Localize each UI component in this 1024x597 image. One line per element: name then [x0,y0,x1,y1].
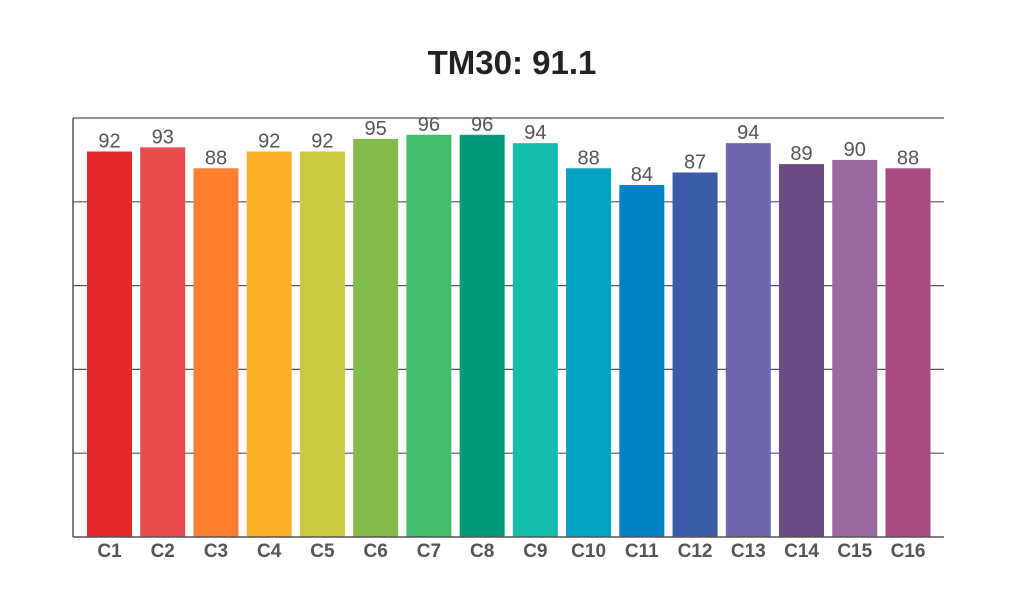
value-label-c4: 92 [258,131,280,153]
bar-c3 [193,168,239,537]
value-label-c1: 92 [98,131,120,153]
category-label-c2: C2 [151,541,175,562]
category-label-c8: C8 [470,541,494,562]
value-label-c9: 94 [524,122,546,144]
category-label-c3: C3 [204,541,228,562]
category-label-c12: C12 [678,541,713,562]
bar-c6 [353,138,399,537]
category-label-c7: C7 [417,541,441,562]
bar-c10 [566,168,612,537]
bar-c7 [406,134,452,537]
bar-c13 [725,143,771,537]
value-label-c2: 93 [152,126,174,148]
value-label-c10: 88 [577,147,599,169]
value-label-c15: 90 [844,139,866,161]
bar-c15 [832,159,878,537]
category-label-c15: C15 [837,541,872,562]
bar-c11 [619,185,665,538]
bar-c5 [299,151,345,537]
value-label-c8: 96 [471,114,493,136]
category-labels: C1 C2 C3 C4 C5 C6 C7 C8 C9 C10 C11 C12 C13 C14 C15 C16 [97,541,925,562]
category-label-c16: C16 [891,541,926,562]
bar-c16 [885,168,931,537]
category-label-c9: C9 [523,541,547,562]
category-label-c4: C4 [257,541,282,562]
bars [87,134,931,538]
bar-c4 [246,151,292,537]
bar-c2 [140,147,186,537]
value-label-c5: 92 [311,131,333,153]
bar-c14 [779,164,825,537]
bar-c8 [459,134,505,537]
value-label-c3: 88 [205,147,227,169]
value-label-c16: 88 [897,147,919,169]
value-label-c7: 96 [418,114,440,136]
value-label-c11: 84 [631,164,653,186]
value-label-c6: 95 [365,118,387,140]
category-label-c13: C13 [731,541,766,562]
bar-c1 [87,151,132,537]
category-label-c5: C5 [310,541,335,562]
category-label-c11: C11 [625,541,659,562]
value-label-c14: 89 [790,143,812,165]
chart-title: TM30: 91.1 [427,44,597,81]
category-label-c6: C6 [364,541,388,562]
value-label-c12: 87 [684,151,706,173]
category-label-c1: C1 [97,541,122,562]
bar-c12 [672,172,718,537]
category-label-c14: C14 [784,541,819,562]
value-labels: 92 93 88 92 92 95 96 96 94 88 84 87 94 89 90 88 [98,114,919,186]
bar-c9 [512,143,558,537]
category-label-c10: C10 [571,541,606,562]
value-label-c13: 94 [737,122,759,144]
